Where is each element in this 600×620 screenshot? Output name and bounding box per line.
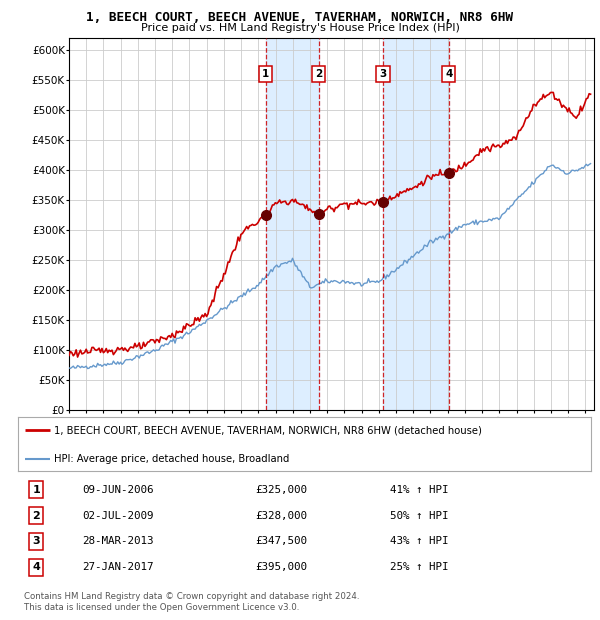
Text: 3: 3 [32, 536, 40, 546]
Text: £328,000: £328,000 [256, 510, 308, 521]
Text: Price paid vs. HM Land Registry's House Price Index (HPI): Price paid vs. HM Land Registry's House … [140, 23, 460, 33]
Bar [266, 38, 319, 410]
Text: HPI: Average price, detached house, Broadland: HPI: Average price, detached house, Broa… [54, 454, 289, 464]
Text: 28-MAR-2013: 28-MAR-2013 [83, 536, 154, 546]
Bar [383, 38, 449, 410]
Text: 25% ↑ HPI: 25% ↑ HPI [390, 562, 448, 572]
Text: 1, BEECH COURT, BEECH AVENUE, TAVERHAM, NORWICH, NR8 6HW (detached house): 1, BEECH COURT, BEECH AVENUE, TAVERHAM, … [54, 425, 482, 435]
Text: 27-JAN-2017: 27-JAN-2017 [83, 562, 154, 572]
Text: 4: 4 [445, 69, 452, 79]
Text: 1: 1 [32, 485, 40, 495]
Text: 50% ↑ HPI: 50% ↑ HPI [390, 510, 448, 521]
Text: 4: 4 [32, 562, 40, 572]
Text: 1: 1 [262, 69, 269, 79]
Text: 02-JUL-2009: 02-JUL-2009 [83, 510, 154, 521]
Text: 09-JUN-2006: 09-JUN-2006 [83, 485, 154, 495]
Text: 43% ↑ HPI: 43% ↑ HPI [390, 536, 448, 546]
Text: 2: 2 [32, 510, 40, 521]
Text: £395,000: £395,000 [256, 562, 308, 572]
Text: £347,500: £347,500 [256, 536, 308, 546]
Text: 2: 2 [315, 69, 322, 79]
Text: Contains HM Land Registry data © Crown copyright and database right 2024.
This d: Contains HM Land Registry data © Crown c… [24, 592, 359, 611]
Text: 41% ↑ HPI: 41% ↑ HPI [390, 485, 448, 495]
Text: 1, BEECH COURT, BEECH AVENUE, TAVERHAM, NORWICH, NR8 6HW: 1, BEECH COURT, BEECH AVENUE, TAVERHAM, … [86, 11, 514, 24]
Text: 3: 3 [379, 69, 386, 79]
Text: £325,000: £325,000 [256, 485, 308, 495]
